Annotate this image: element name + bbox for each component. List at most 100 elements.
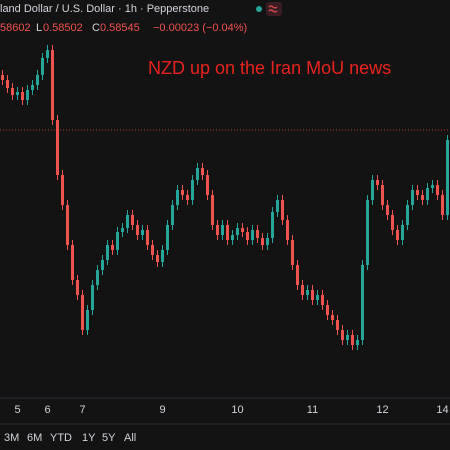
candle-body [186, 195, 189, 200]
candle-body [281, 200, 284, 220]
candle-body [396, 230, 399, 240]
candle-body [146, 230, 149, 245]
candle-body [276, 200, 279, 212]
candle-body [121, 228, 124, 232]
range-button[interactable]: 5Y [102, 432, 116, 444]
candle-body [16, 92, 19, 95]
candle-body [71, 245, 74, 280]
candle-body [86, 310, 89, 330]
candle-body [56, 120, 59, 175]
candle-body [271, 212, 274, 238]
candle-body [136, 225, 139, 235]
candle-body [246, 232, 249, 240]
data-status-badge [266, 2, 282, 16]
candle-body [111, 245, 114, 250]
candle-body [46, 50, 49, 58]
candle-body [421, 195, 424, 200]
data-status-icon [268, 5, 278, 13]
candle-body [51, 50, 54, 120]
candle-body [391, 215, 394, 230]
readout-low: 0.58502 [43, 22, 83, 34]
candle-body [41, 58, 44, 75]
candle-body [66, 205, 69, 245]
candle-body [231, 235, 234, 240]
candle-body [306, 290, 309, 295]
candle-body [326, 305, 329, 315]
candle-body [81, 295, 84, 330]
candle-body [36, 75, 39, 85]
candle-body [181, 190, 184, 195]
range-button[interactable]: 1Y [82, 432, 96, 444]
candle-body [131, 215, 134, 225]
candle-body [386, 205, 389, 215]
candle-body [356, 340, 359, 345]
ohlc-readout: 58602 L 0.58502 C 0.58545 −0.00023 (−0.0… [0, 22, 247, 34]
candle-body [316, 295, 319, 300]
candle-body [341, 330, 344, 340]
candle-body [296, 265, 299, 285]
candle-body [31, 85, 34, 90]
candle-body [321, 295, 324, 305]
candle-body [286, 220, 289, 240]
x-tick-label: 7 [79, 404, 85, 416]
candle-body [256, 230, 259, 238]
candle-body [6, 80, 9, 88]
candle-body [196, 168, 199, 180]
candle-body [416, 190, 419, 195]
candle-body [191, 180, 194, 200]
candle-body [436, 185, 439, 195]
candle-body [291, 240, 294, 265]
candle-body [241, 228, 244, 232]
candle-body [336, 320, 339, 330]
x-tick-label: 10 [231, 404, 243, 416]
candle-body [106, 245, 109, 260]
candle-body [141, 230, 144, 235]
candle-body [206, 175, 209, 195]
candle-body [261, 238, 264, 245]
readout-close-label: C [92, 22, 100, 34]
candle-body [361, 265, 364, 340]
candle-body [366, 200, 369, 265]
candle-body [376, 180, 379, 185]
candle-body [161, 250, 164, 262]
annotation: NZD up on the Iran MoU news [148, 58, 391, 78]
candle-body [331, 315, 334, 320]
candle-body [221, 225, 224, 235]
candle-body [11, 88, 14, 95]
range-button[interactable]: 3M [4, 432, 19, 444]
candle-body [126, 215, 129, 228]
candle-body [216, 225, 219, 235]
range-button[interactable]: YTD [50, 432, 72, 444]
candle-body [401, 225, 404, 240]
candle-body [211, 195, 214, 225]
candle-body [76, 280, 79, 295]
candle-body [311, 290, 314, 300]
candle-body [1, 75, 4, 80]
candle-body [201, 168, 204, 175]
candle-body [406, 205, 409, 225]
candle-body [446, 140, 449, 215]
range-button[interactable]: 6M [27, 432, 42, 444]
candle-body [431, 185, 434, 188]
readout-change: −0.00023 (−0.04%) [153, 22, 247, 34]
range-button[interactable]: All [124, 432, 136, 444]
candle-body [236, 228, 239, 235]
candle-body [156, 255, 159, 262]
x-tick-label: 6 [44, 404, 50, 416]
candle-body [96, 270, 99, 285]
candle-body [176, 190, 179, 205]
candle-body [61, 175, 64, 205]
candle-body [166, 225, 169, 250]
candle-body [441, 195, 444, 215]
candle-body [91, 285, 94, 310]
readout-close: 0.58545 [100, 22, 140, 34]
candle-body [101, 260, 104, 270]
x-tick-label: 9 [159, 404, 165, 416]
candle-body [351, 335, 354, 345]
market-status-dot [256, 6, 262, 12]
candle-body [346, 335, 349, 340]
plot-area [0, 45, 450, 350]
